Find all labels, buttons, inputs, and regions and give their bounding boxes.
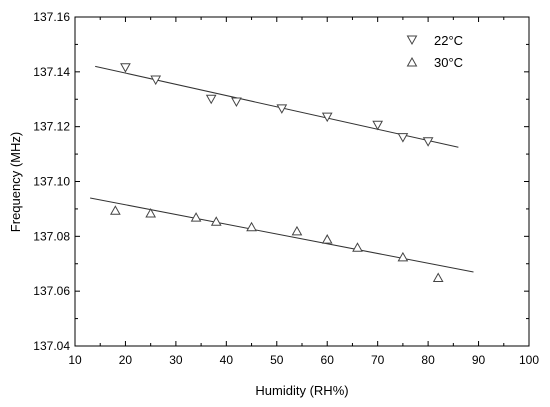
y-tick-label: 137.16 xyxy=(33,10,70,24)
data-point-series-2 xyxy=(190,212,202,222)
data-point-series-2 xyxy=(145,208,157,218)
data-point-series-2 xyxy=(246,221,257,232)
y-axis: 137.04 137.06 137.08 137.10 137.12 137.14 137.… xyxy=(33,10,529,353)
x-tick-label: 10 xyxy=(68,353,82,367)
x-tick-label: 50 xyxy=(270,353,284,367)
data-point-series-2 xyxy=(352,242,363,252)
legend-marker xyxy=(406,56,418,67)
x-tick-label: 20 xyxy=(119,353,133,367)
legend-label: 30°C xyxy=(434,55,463,70)
data-point-series-2 xyxy=(110,205,121,215)
data-point-series-1 xyxy=(321,112,333,123)
y-axis-label: Frequency (MHz) xyxy=(8,132,23,232)
x-tick-label: 40 xyxy=(220,353,234,367)
y-tick-label: 137.06 xyxy=(33,284,70,298)
data-point-series-1 xyxy=(231,97,242,108)
legend: 22°C 30°C xyxy=(406,33,463,70)
legend-marker xyxy=(406,35,418,46)
legend-label: 22°C xyxy=(434,33,463,48)
data-markers xyxy=(110,63,444,282)
data-point-series-1 xyxy=(372,120,384,131)
data-point-series-1 xyxy=(276,104,288,114)
data-point-series-1 xyxy=(205,94,217,105)
x-tick-label: 60 xyxy=(321,353,335,367)
y-tick-label: 137.04 xyxy=(33,339,70,353)
x-axis-label: Humidity (RH%) xyxy=(255,383,348,398)
fit-lines xyxy=(90,65,474,273)
x-tick-label: 100 xyxy=(519,353,539,367)
data-point-series-1 xyxy=(422,137,434,147)
y-tick-label: 137.08 xyxy=(33,229,70,243)
data-point-series-2 xyxy=(291,225,303,236)
fit-line-series-2 xyxy=(90,197,474,273)
y-tick-label: 137.10 xyxy=(33,175,70,189)
x-tick-label: 30 xyxy=(169,353,183,367)
x-tick-label: 70 xyxy=(371,353,385,367)
data-point-series-1 xyxy=(150,75,162,86)
x-tick-label: 90 xyxy=(472,353,486,367)
data-point-series-2 xyxy=(397,251,409,262)
data-point-series-2 xyxy=(432,272,444,282)
data-point-series-2 xyxy=(210,216,222,226)
data-point-series-1 xyxy=(120,63,131,73)
x-tick-label: 80 xyxy=(421,353,435,367)
x-axis: 10 20 30 40 50 60 70 80 90 100 xyxy=(68,17,539,367)
data-point-series-1 xyxy=(397,133,409,143)
y-tick-label: 137.12 xyxy=(33,120,70,134)
y-tick-label: 137.14 xyxy=(33,65,70,79)
data-point-series-2 xyxy=(321,234,333,244)
